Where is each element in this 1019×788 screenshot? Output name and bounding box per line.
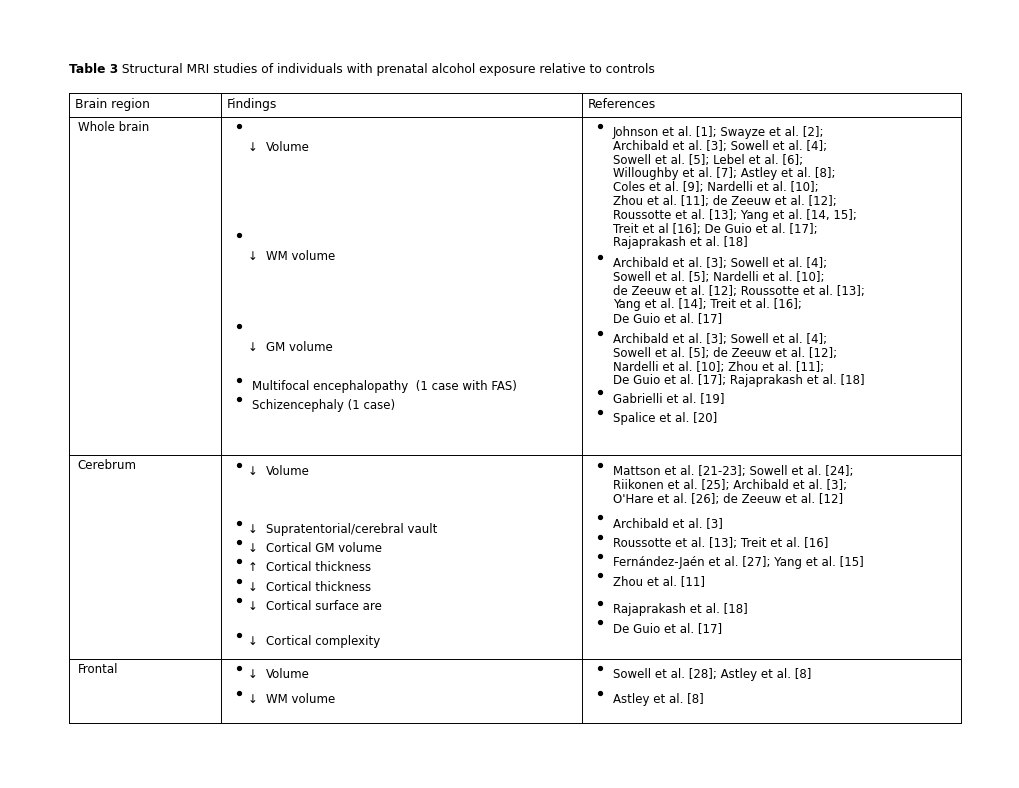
Text: Volume: Volume xyxy=(266,465,310,478)
Text: Cortical thickness: Cortical thickness xyxy=(266,581,371,593)
Text: Rajaprakash et al. [18]: Rajaprakash et al. [18] xyxy=(612,236,747,249)
Text: Frontal: Frontal xyxy=(77,663,118,675)
Text: Archibald et al. [3]; Sowell et al. [4];: Archibald et al. [3]; Sowell et al. [4]; xyxy=(612,257,825,270)
Text: Table 3: Table 3 xyxy=(69,63,118,76)
Text: Cortical surface are: Cortical surface are xyxy=(266,600,381,613)
Text: De Guio et al. [17]; Rajaprakash et al. [18]: De Guio et al. [17]; Rajaprakash et al. … xyxy=(612,374,863,387)
Text: Sowell et al. [5]; Lebel et al. [6];: Sowell et al. [5]; Lebel et al. [6]; xyxy=(612,154,802,166)
Text: Cortical complexity: Cortical complexity xyxy=(266,634,380,648)
Text: ↓: ↓ xyxy=(248,542,257,555)
Text: WM volume: WM volume xyxy=(266,693,334,706)
Text: References: References xyxy=(588,98,655,111)
Text: Gabrielli et al. [19]: Gabrielli et al. [19] xyxy=(612,392,723,405)
Text: Rajaprakash et al. [18]: Rajaprakash et al. [18] xyxy=(612,603,747,615)
Text: Willoughby et al. [7]; Astley et al. [8];: Willoughby et al. [7]; Astley et al. [8]… xyxy=(612,168,835,180)
Text: ↓: ↓ xyxy=(248,600,257,613)
Text: Johnson et al. [1]; Swayze et al. [2];: Johnson et al. [1]; Swayze et al. [2]; xyxy=(612,126,823,139)
Text: GM volume: GM volume xyxy=(266,341,332,354)
Text: ↓: ↓ xyxy=(248,465,257,478)
Text: Astley et al. [8]: Astley et al. [8] xyxy=(612,693,703,706)
Text: Zhou et al. [11]: Zhou et al. [11] xyxy=(612,575,704,588)
Text: Brain region: Brain region xyxy=(75,98,150,111)
Text: Riikonen et al. [25]; Archibald et al. [3];: Riikonen et al. [25]; Archibald et al. [… xyxy=(612,479,846,492)
Text: de Zeeuw et al. [12]; Roussotte et al. [13];: de Zeeuw et al. [12]; Roussotte et al. [… xyxy=(612,284,863,298)
Text: Findings: Findings xyxy=(227,98,277,111)
Text: O'Hare et al. [26]; de Zeeuw et al. [12]: O'Hare et al. [26]; de Zeeuw et al. [12] xyxy=(612,492,842,505)
Text: ↓: ↓ xyxy=(248,341,257,354)
Text: Mattson et al. [21-23]; Sowell et al. [24];: Mattson et al. [21-23]; Sowell et al. [2… xyxy=(612,465,852,478)
Text: Sowell et al. [5]; de Zeeuw et al. [12];: Sowell et al. [5]; de Zeeuw et al. [12]; xyxy=(612,347,836,359)
Text: Archibald et al. [3]: Archibald et al. [3] xyxy=(612,518,721,530)
Text: Archibald et al. [3]; Sowell et al. [4];: Archibald et al. [3]; Sowell et al. [4]; xyxy=(612,140,825,153)
Text: Multifocal encephalopathy  (1 case with FAS): Multifocal encephalopathy (1 case with F… xyxy=(252,380,516,392)
Text: Supratentorial/cerebral vault: Supratentorial/cerebral vault xyxy=(266,523,437,536)
Text: ↓: ↓ xyxy=(248,141,257,154)
Text: De Guio et al. [17]: De Guio et al. [17] xyxy=(612,312,721,325)
Text: Schizencephaly (1 case): Schizencephaly (1 case) xyxy=(252,400,394,412)
Text: Nardelli et al. [10]; Zhou et al. [11];: Nardelli et al. [10]; Zhou et al. [11]; xyxy=(612,361,823,374)
Text: ↓: ↓ xyxy=(248,581,257,593)
Text: Zhou et al. [11]; de Zeeuw et al. [12];: Zhou et al. [11]; de Zeeuw et al. [12]; xyxy=(612,195,836,208)
Text: Volume: Volume xyxy=(266,141,310,154)
Text: Cerebrum: Cerebrum xyxy=(77,459,137,472)
Text: ↓: ↓ xyxy=(248,634,257,648)
Text: ↓: ↓ xyxy=(248,668,257,681)
Text: ↓: ↓ xyxy=(248,693,257,706)
Text: Cortical thickness: Cortical thickness xyxy=(266,562,371,574)
Text: WM volume: WM volume xyxy=(266,251,334,263)
Text: ↑: ↑ xyxy=(248,562,257,574)
Text: Sowell et al. [5]; Nardelli et al. [10];: Sowell et al. [5]; Nardelli et al. [10]; xyxy=(612,271,823,284)
Text: Fernández-Jaén et al. [27]; Yang et al. [15]: Fernández-Jaén et al. [27]; Yang et al. … xyxy=(612,556,862,569)
Text: ↓: ↓ xyxy=(248,523,257,536)
Text: Coles et al. [9]; Nardelli et al. [10];: Coles et al. [9]; Nardelli et al. [10]; xyxy=(612,181,817,194)
Text: De Guio et al. [17]: De Guio et al. [17] xyxy=(612,623,721,635)
Text: Spalice et al. [20]: Spalice et al. [20] xyxy=(612,411,716,425)
Text: Sowell et al. [28]; Astley et al. [8]: Sowell et al. [28]; Astley et al. [8] xyxy=(612,668,810,681)
Text: Structural MRI studies of individuals with prenatal alcohol exposure relative to: Structural MRI studies of individuals wi… xyxy=(118,63,654,76)
Text: Roussotte et al. [13]; Yang et al. [14, 15];: Roussotte et al. [13]; Yang et al. [14, … xyxy=(612,209,856,221)
Text: Volume: Volume xyxy=(266,668,310,681)
Text: Yang et al. [14]; Treit et al. [16];: Yang et al. [14]; Treit et al. [16]; xyxy=(612,299,801,311)
Text: Roussotte et al. [13]; Treit et al. [16]: Roussotte et al. [13]; Treit et al. [16] xyxy=(612,537,827,549)
Text: Treit et al [16]; De Guio et al. [17];: Treit et al [16]; De Guio et al. [17]; xyxy=(612,223,816,236)
Text: ↓: ↓ xyxy=(248,251,257,263)
Text: Cortical GM volume: Cortical GM volume xyxy=(266,542,381,555)
Text: Whole brain: Whole brain xyxy=(77,121,149,133)
Text: Archibald et al. [3]; Sowell et al. [4];: Archibald et al. [3]; Sowell et al. [4]; xyxy=(612,333,825,346)
